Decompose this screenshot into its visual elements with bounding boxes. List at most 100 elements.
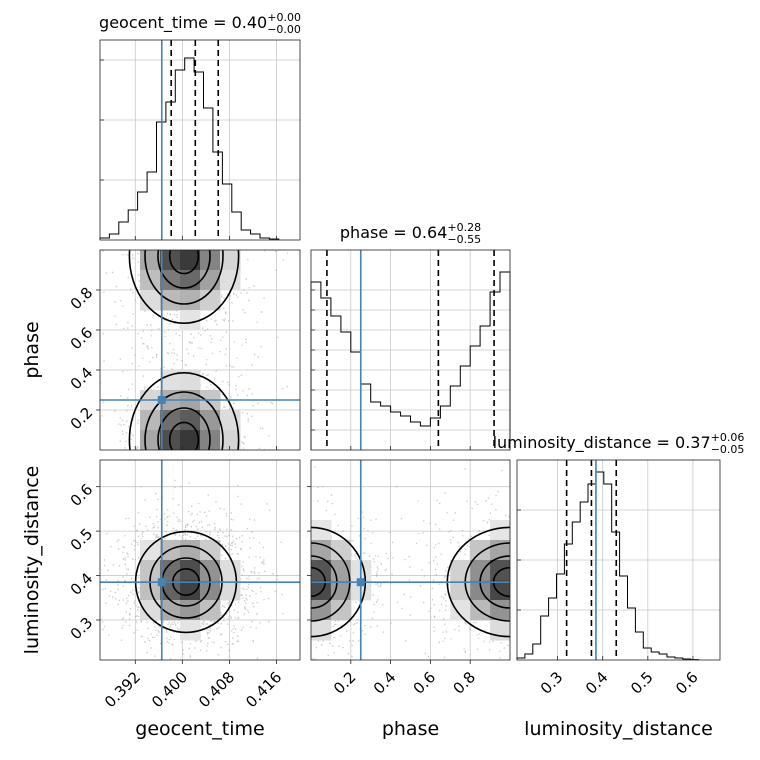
density-cell xyxy=(311,580,332,601)
contour xyxy=(144,250,224,305)
scatter-panel-geocent_time-vs-phase xyxy=(96,249,301,451)
density-cell xyxy=(220,430,241,450)
density-cell xyxy=(180,310,201,331)
x-tick-label-phase: 0.4 xyxy=(370,668,400,698)
y-tick-label-phase: 0.4 xyxy=(67,364,97,394)
density-cell xyxy=(180,580,201,601)
truth-marker xyxy=(157,578,166,587)
density-cell xyxy=(220,580,241,601)
density-cell xyxy=(200,290,221,311)
title-minus: −0.55 xyxy=(447,233,481,246)
plot-area xyxy=(100,460,300,660)
x-axis-label-geocent_time: geocent_time xyxy=(135,718,264,740)
density-cell xyxy=(180,600,201,621)
density-cell xyxy=(140,600,161,621)
x-tick-label-phase: 0.2 xyxy=(330,668,360,698)
density-cell xyxy=(180,290,201,311)
contour xyxy=(168,250,200,275)
axes-frame xyxy=(99,459,301,661)
x-axis-label-phase: phase xyxy=(382,718,439,740)
density-cell xyxy=(470,540,491,561)
y-axis-label-luminosity_distance: luminosity_distance xyxy=(21,466,43,655)
density-cell xyxy=(311,620,332,641)
title-main: phase = 0.64 xyxy=(340,223,447,242)
density-cell xyxy=(200,410,221,431)
title-main: luminosity_distance = 0.37 xyxy=(493,433,711,453)
y-tick-label-luminosity_distance: 0.4 xyxy=(67,569,97,599)
contour xyxy=(157,407,211,450)
y-tick-label-phase: 0.6 xyxy=(67,324,97,354)
density-cell xyxy=(140,290,161,311)
histogram-phase xyxy=(310,271,511,450)
density-cell xyxy=(311,600,332,621)
density-cell xyxy=(160,600,181,621)
density-cell xyxy=(470,580,491,601)
density-cell xyxy=(450,600,471,621)
density-cell xyxy=(330,600,352,621)
hist-panel-geocent_time: geocent_time = 0.40+0.00−0.00 xyxy=(99,11,301,241)
scatter-panel-geocent_time-vs-luminosity_distance xyxy=(96,459,301,664)
density-cell xyxy=(470,600,491,621)
density-cell xyxy=(140,410,161,431)
y-tick-label-phase: 0.2 xyxy=(67,404,97,434)
histogram-luminosity_distance xyxy=(516,471,700,661)
density-cell xyxy=(140,560,161,581)
title-main: geocent_time = 0.40 xyxy=(99,13,267,33)
density-cell xyxy=(490,620,510,641)
density-cell xyxy=(311,540,332,561)
y-tick-label-luminosity_distance: 0.5 xyxy=(67,525,97,555)
title-plus: +0.06 xyxy=(711,431,745,444)
density-cell xyxy=(220,270,241,291)
x-tick-label-phase: 0.6 xyxy=(410,668,440,698)
x-tick-label-luminosity_distance: 0.3 xyxy=(537,668,567,698)
density-cell xyxy=(200,540,221,561)
contour xyxy=(144,391,224,450)
density-cell xyxy=(180,370,201,391)
density-cell xyxy=(311,520,332,541)
axes-frame xyxy=(99,39,301,241)
x-tick-label-phase: 0.8 xyxy=(449,668,479,698)
plot-area xyxy=(311,460,510,660)
density-cell xyxy=(160,370,181,391)
y-tick-label-luminosity_distance: 0.3 xyxy=(67,614,97,644)
y-tick-label-phase: 0.8 xyxy=(67,284,97,314)
panel-title-geocent_time: geocent_time = 0.40+0.00 xyxy=(99,11,301,33)
x-tick-label-geocent_time: 0.416 xyxy=(242,668,285,711)
histogram-geocent_time xyxy=(99,57,280,240)
x-axis-label-luminosity_distance: luminosity_distance xyxy=(524,718,713,740)
density-cell xyxy=(200,600,221,621)
x-tick-label-geocent_time: 0.392 xyxy=(101,668,144,711)
density-cell xyxy=(200,560,221,581)
density-cell xyxy=(490,520,510,541)
x-tick-label-luminosity_distance: 0.5 xyxy=(627,668,657,698)
plot-area xyxy=(100,250,300,450)
x-tick-label-geocent_time: 0.400 xyxy=(148,668,191,711)
contour xyxy=(128,372,240,450)
axes-frame xyxy=(99,249,301,451)
y-tick-label-luminosity_distance: 0.6 xyxy=(67,480,97,510)
contour xyxy=(128,250,240,324)
density-cell xyxy=(330,540,352,561)
density-cell xyxy=(220,250,241,271)
truth-marker xyxy=(356,578,365,587)
density-cell xyxy=(160,270,181,291)
x-tick-label-luminosity_distance: 0.4 xyxy=(582,668,612,698)
x-tick-label-luminosity_distance: 0.6 xyxy=(672,668,702,698)
hist-panel-phase: phase = 0.64+0.28−0.55 xyxy=(310,221,511,451)
hist-panel-luminosity_distance: luminosity_distance = 0.37+0.06−0.05 xyxy=(493,431,745,661)
density-cell xyxy=(220,560,241,581)
density-cell xyxy=(180,620,201,641)
density-cell xyxy=(180,410,201,431)
density-cell xyxy=(180,430,201,450)
title-minus: −0.05 xyxy=(711,443,745,456)
title-plus: +0.28 xyxy=(447,221,481,234)
contour xyxy=(168,421,200,450)
density-cell xyxy=(140,540,161,561)
y-axis-label-phase: phase xyxy=(21,321,43,378)
axes-frame xyxy=(310,249,511,451)
title-plus: +0.00 xyxy=(267,11,301,24)
x-tick-label-geocent_time: 0.408 xyxy=(195,668,238,711)
panel-title-luminosity_distance: luminosity_distance = 0.37+0.06 xyxy=(493,431,745,453)
panel-title-phase: phase = 0.64+0.28 xyxy=(340,221,481,242)
